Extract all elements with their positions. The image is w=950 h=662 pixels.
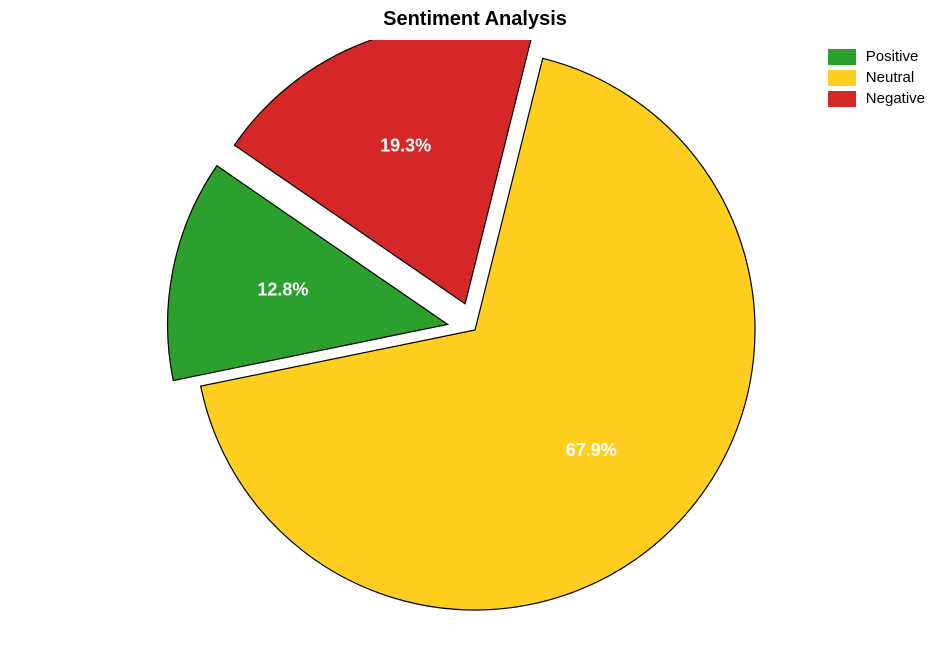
slice-label-negative: 19.3%	[380, 135, 431, 155]
legend-label: Neutral	[866, 69, 914, 86]
slice-label-neutral: 67.9%	[566, 440, 617, 460]
slice-label-positive: 12.8%	[257, 280, 308, 300]
legend-label: Positive	[866, 48, 919, 65]
chart-title: Sentiment Analysis	[0, 8, 950, 31]
sentiment-pie-chart: Sentiment Analysis 19.3% 12.8% 67.9% Posit…	[0, 0, 950, 662]
legend-label: Negative	[866, 90, 925, 107]
legend-swatch	[828, 91, 856, 107]
legend-item-neutral: Neutral	[828, 69, 925, 86]
legend: Positive Neutral Negative	[828, 48, 925, 111]
legend-item-positive: Positive	[828, 48, 925, 65]
legend-swatch	[828, 49, 856, 65]
legend-item-negative: Negative	[828, 90, 925, 107]
legend-swatch	[828, 70, 856, 86]
pie-svg: 19.3% 12.8% 67.9%	[0, 40, 950, 662]
